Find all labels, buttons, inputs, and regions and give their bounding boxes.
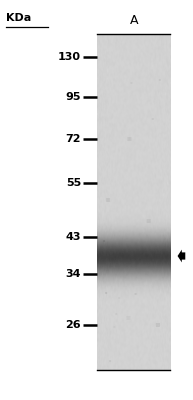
Text: 72: 72	[66, 134, 81, 144]
Text: KDa: KDa	[6, 13, 31, 23]
Text: A: A	[130, 14, 138, 26]
Text: 130: 130	[58, 52, 81, 62]
Text: 26: 26	[65, 320, 81, 330]
FancyArrow shape	[178, 250, 185, 262]
Text: 55: 55	[66, 178, 81, 188]
Text: 43: 43	[66, 232, 81, 242]
Text: 95: 95	[66, 92, 81, 102]
Text: 34: 34	[66, 269, 81, 279]
